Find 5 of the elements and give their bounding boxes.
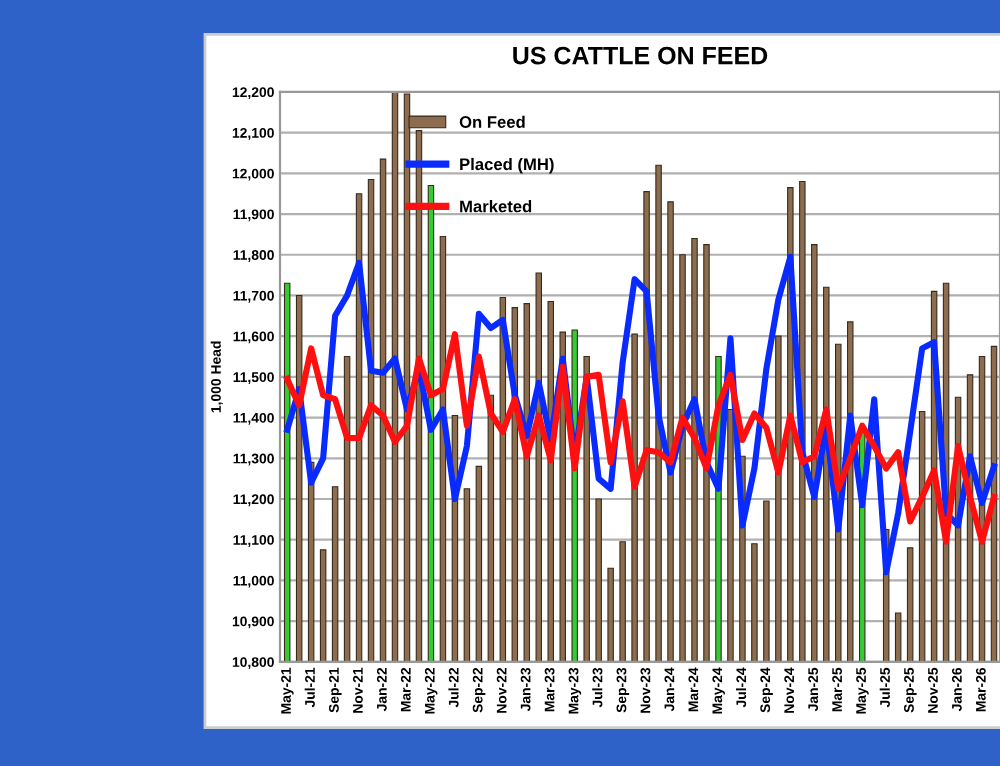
chart-title: US CATTLE ON FEED — [513, 46, 768, 65]
legend-label: Placed (MH) — [460, 157, 554, 174]
legend-label: On Feed — [459, 115, 525, 128]
legend-label: Marketed — [460, 200, 532, 213]
line-series — [284, 331, 998, 545]
